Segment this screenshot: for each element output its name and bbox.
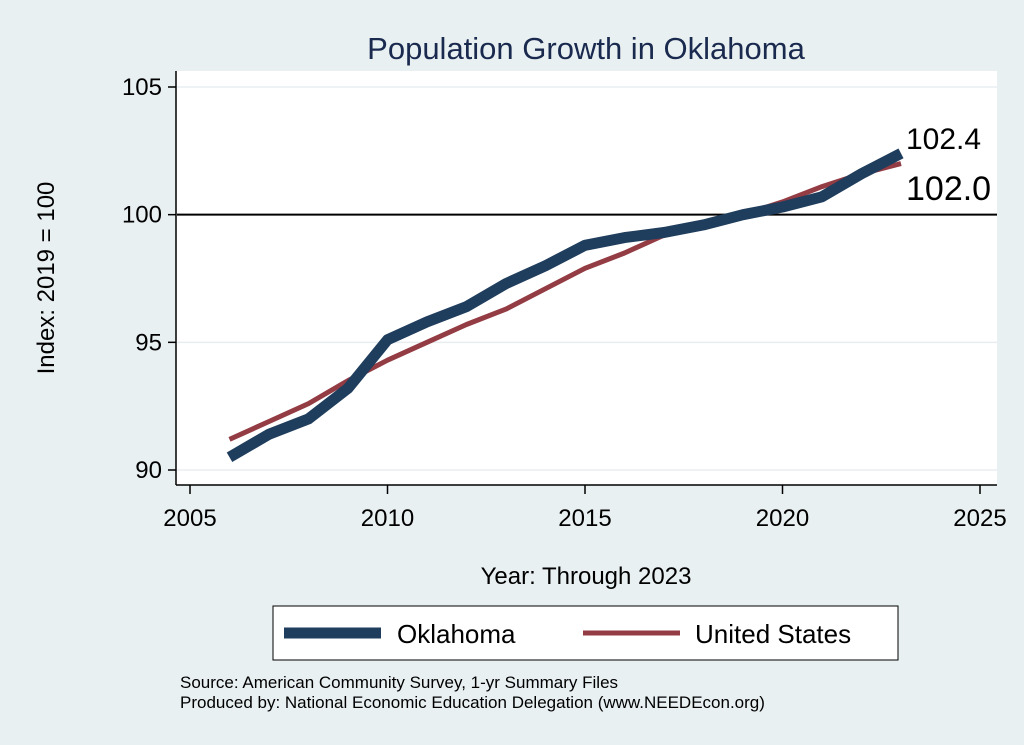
- series-line-oklahoma: [226, 148, 904, 462]
- y-tick-label-100: 100: [122, 202, 162, 229]
- source-line: Source: American Community Survey, 1-yr …: [180, 673, 618, 692]
- x-tick-label-2020: 2020: [756, 505, 809, 532]
- legend-label-united-states: United States: [695, 619, 851, 649]
- y-tick-label-95: 95: [135, 329, 162, 356]
- y-axis-ticks: 90 95 100 105: [122, 74, 176, 484]
- x-axis-label: Year: Through 2023: [481, 563, 692, 590]
- produced-by-line: Produced by: National Economic Education…: [180, 693, 765, 712]
- y-tick-label-90: 90: [135, 457, 162, 484]
- chart-title: Population Growth in Oklahoma: [367, 31, 805, 66]
- legend-label-oklahoma: Oklahoma: [397, 619, 516, 649]
- x-tick-label-2010: 2010: [361, 505, 414, 532]
- end-label-oklahoma: 102.4: [906, 123, 981, 156]
- series-line-united-states: [228, 161, 902, 442]
- y-axis-label: Index: 2019 = 100: [33, 182, 60, 375]
- x-tick-label-2005: 2005: [163, 505, 216, 532]
- x-axis-ticks: 2005 2010 2015 2020 2025: [163, 485, 1007, 532]
- end-label-united-states: 102.0: [906, 170, 991, 208]
- y-tick-label-105: 105: [122, 74, 162, 101]
- x-tick-label-2025: 2025: [953, 505, 1006, 532]
- legend: Oklahoma United States: [272, 605, 899, 661]
- x-tick-label-2015: 2015: [558, 505, 611, 532]
